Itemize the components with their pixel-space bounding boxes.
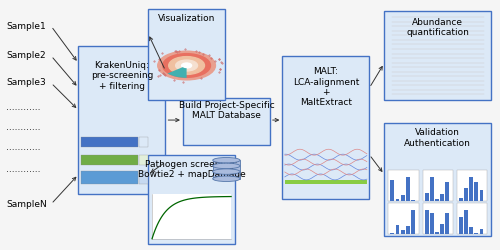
Text: Pathogen screening:
Bowtie2 + mapDamage: Pathogen screening: Bowtie2 + mapDamage xyxy=(138,160,246,180)
Text: Sample2: Sample2 xyxy=(6,51,46,60)
FancyBboxPatch shape xyxy=(396,198,400,201)
Text: MALT:
LCA-alignment
+
MaltExtract: MALT: LCA-alignment + MaltExtract xyxy=(292,67,359,108)
FancyBboxPatch shape xyxy=(430,213,434,234)
FancyBboxPatch shape xyxy=(435,232,439,234)
Ellipse shape xyxy=(212,163,240,169)
FancyBboxPatch shape xyxy=(422,203,453,234)
FancyBboxPatch shape xyxy=(440,194,444,201)
FancyBboxPatch shape xyxy=(470,227,473,234)
FancyBboxPatch shape xyxy=(390,180,394,201)
Wedge shape xyxy=(168,66,186,78)
FancyBboxPatch shape xyxy=(148,9,225,100)
FancyBboxPatch shape xyxy=(480,229,484,234)
FancyBboxPatch shape xyxy=(81,155,138,164)
FancyBboxPatch shape xyxy=(390,233,394,234)
Text: Build Project-Specific
MALT Database: Build Project-Specific MALT Database xyxy=(178,101,274,120)
FancyBboxPatch shape xyxy=(400,196,404,201)
FancyBboxPatch shape xyxy=(459,198,463,201)
Text: Visualization: Visualization xyxy=(158,14,216,23)
Text: Sample1: Sample1 xyxy=(6,22,46,30)
Circle shape xyxy=(176,60,198,71)
Text: Validation
Authentication: Validation Authentication xyxy=(404,128,471,148)
Circle shape xyxy=(182,64,190,68)
FancyBboxPatch shape xyxy=(457,170,487,201)
Text: Sample3: Sample3 xyxy=(6,78,46,88)
FancyBboxPatch shape xyxy=(424,194,428,201)
FancyBboxPatch shape xyxy=(446,182,449,201)
Ellipse shape xyxy=(212,169,240,174)
FancyBboxPatch shape xyxy=(464,210,468,234)
FancyBboxPatch shape xyxy=(480,190,484,201)
FancyBboxPatch shape xyxy=(384,11,491,100)
FancyBboxPatch shape xyxy=(388,170,418,201)
Circle shape xyxy=(168,56,204,74)
FancyBboxPatch shape xyxy=(440,224,444,234)
FancyBboxPatch shape xyxy=(424,210,428,234)
FancyBboxPatch shape xyxy=(422,170,453,201)
FancyBboxPatch shape xyxy=(81,171,138,184)
FancyBboxPatch shape xyxy=(384,122,491,236)
FancyBboxPatch shape xyxy=(406,177,409,201)
Text: ............: ............ xyxy=(6,103,41,112)
FancyBboxPatch shape xyxy=(459,218,463,234)
Circle shape xyxy=(158,51,216,80)
FancyBboxPatch shape xyxy=(396,224,400,234)
Ellipse shape xyxy=(212,158,240,163)
FancyBboxPatch shape xyxy=(148,155,235,244)
FancyBboxPatch shape xyxy=(285,180,367,184)
FancyBboxPatch shape xyxy=(430,177,434,201)
FancyBboxPatch shape xyxy=(474,182,478,201)
FancyBboxPatch shape xyxy=(400,230,404,234)
FancyBboxPatch shape xyxy=(446,213,449,234)
FancyBboxPatch shape xyxy=(183,98,270,145)
Text: ............: ............ xyxy=(6,143,41,152)
FancyBboxPatch shape xyxy=(81,137,138,147)
Circle shape xyxy=(182,63,192,68)
Text: ............: ............ xyxy=(6,165,41,174)
FancyBboxPatch shape xyxy=(388,203,418,234)
Text: ............: ............ xyxy=(6,123,41,132)
Circle shape xyxy=(162,54,210,78)
FancyBboxPatch shape xyxy=(406,226,409,234)
Text: Abundance
quantification: Abundance quantification xyxy=(406,18,469,37)
FancyBboxPatch shape xyxy=(78,46,166,194)
FancyBboxPatch shape xyxy=(474,233,478,234)
FancyBboxPatch shape xyxy=(464,188,468,201)
FancyBboxPatch shape xyxy=(139,171,148,184)
FancyBboxPatch shape xyxy=(282,56,370,199)
FancyBboxPatch shape xyxy=(470,177,473,201)
FancyBboxPatch shape xyxy=(212,160,240,179)
FancyBboxPatch shape xyxy=(152,194,231,239)
Ellipse shape xyxy=(212,176,240,182)
Text: SampleN: SampleN xyxy=(6,200,47,208)
Text: KrakenUniq:
pre-screening
+ filtering: KrakenUniq: pre-screening + filtering xyxy=(91,61,153,90)
FancyBboxPatch shape xyxy=(139,137,148,147)
FancyBboxPatch shape xyxy=(435,198,439,201)
FancyBboxPatch shape xyxy=(139,155,148,164)
FancyBboxPatch shape xyxy=(457,203,487,234)
FancyBboxPatch shape xyxy=(411,210,415,234)
